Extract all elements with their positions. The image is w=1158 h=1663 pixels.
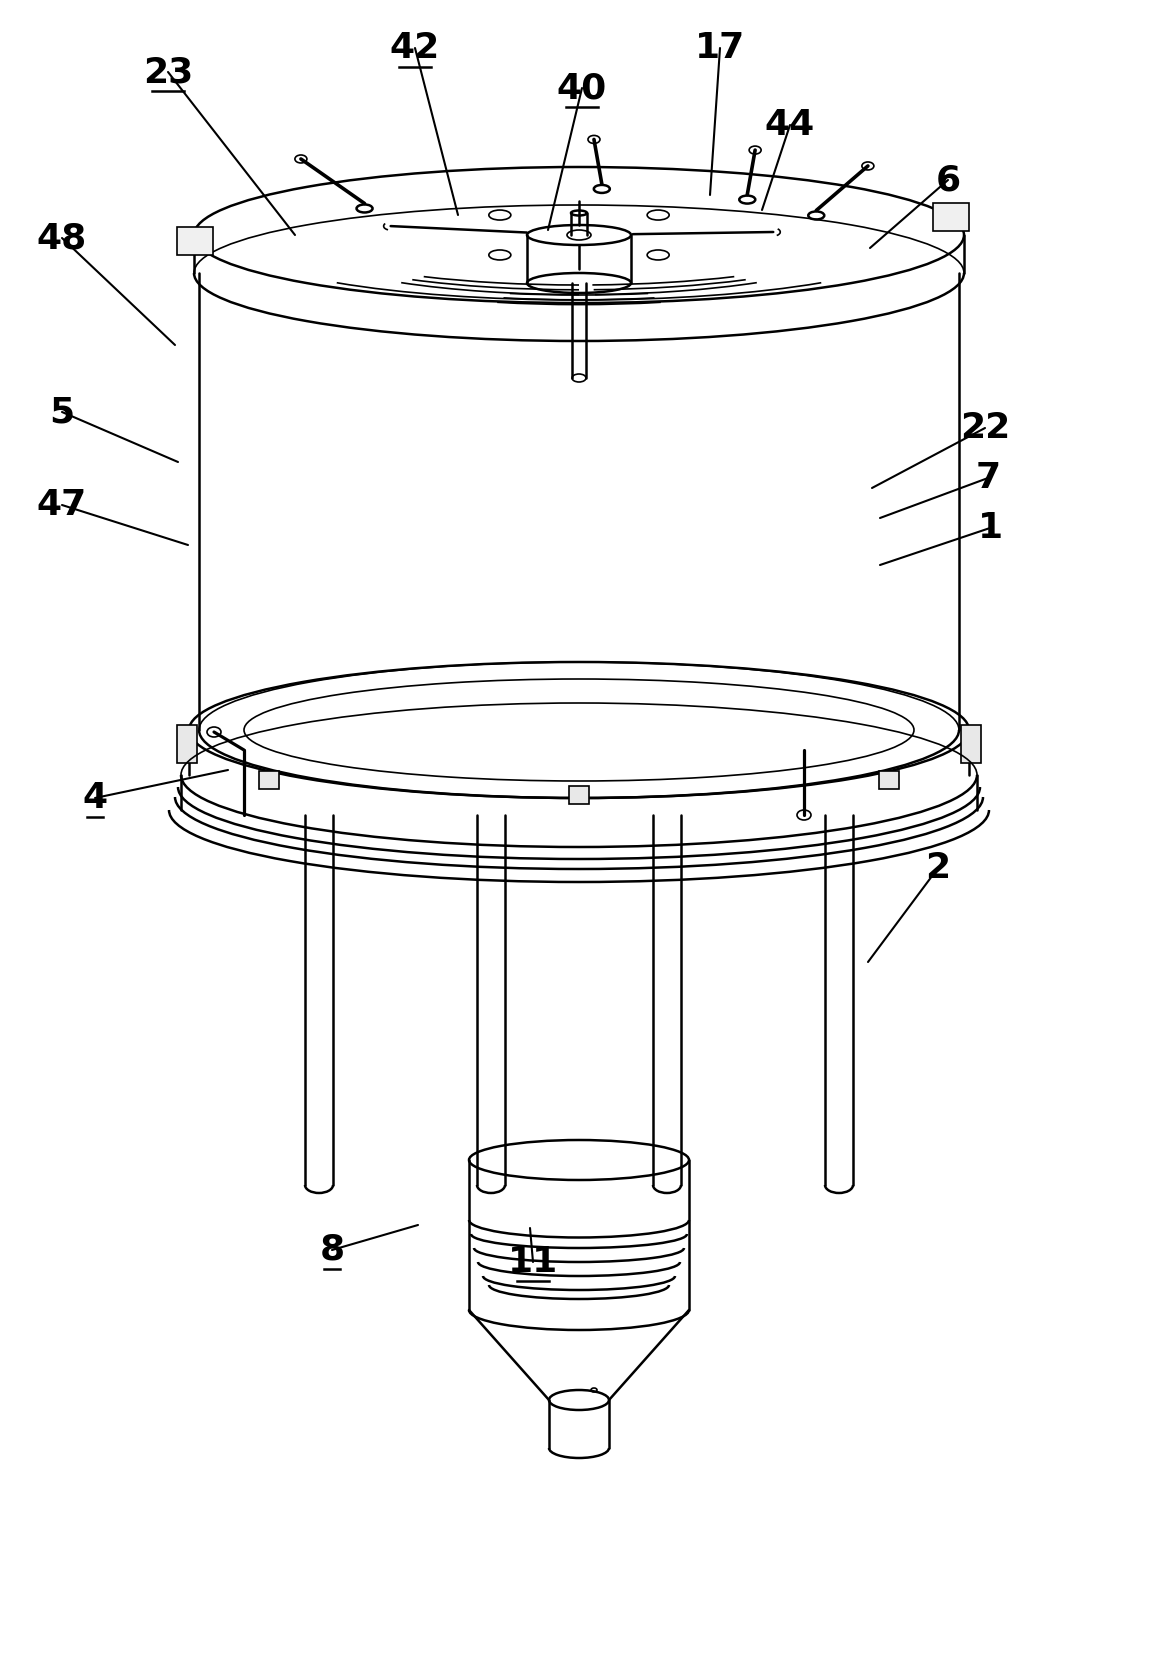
Text: 5: 5 [50,396,74,429]
Bar [961,725,981,763]
Bar [259,772,279,788]
Text: 22: 22 [960,411,1010,446]
Text: 7: 7 [975,461,1001,496]
Text: 11: 11 [508,1246,558,1279]
Text: 1: 1 [977,511,1003,545]
Bar [879,772,899,788]
Bar [177,725,197,763]
Text: 8: 8 [320,1232,345,1267]
Text: 47: 47 [37,487,87,522]
Text: 6: 6 [936,163,961,196]
Text: 17: 17 [695,32,745,65]
Text: 42: 42 [390,32,440,65]
Bar [569,787,589,803]
Text: 44: 44 [765,108,815,141]
Text: 23: 23 [142,55,193,90]
Bar [933,203,969,231]
Text: 2: 2 [925,851,951,885]
Text: 4: 4 [82,782,108,815]
Bar [177,226,213,254]
Text: 40: 40 [557,72,607,105]
Text: 48: 48 [37,221,87,254]
